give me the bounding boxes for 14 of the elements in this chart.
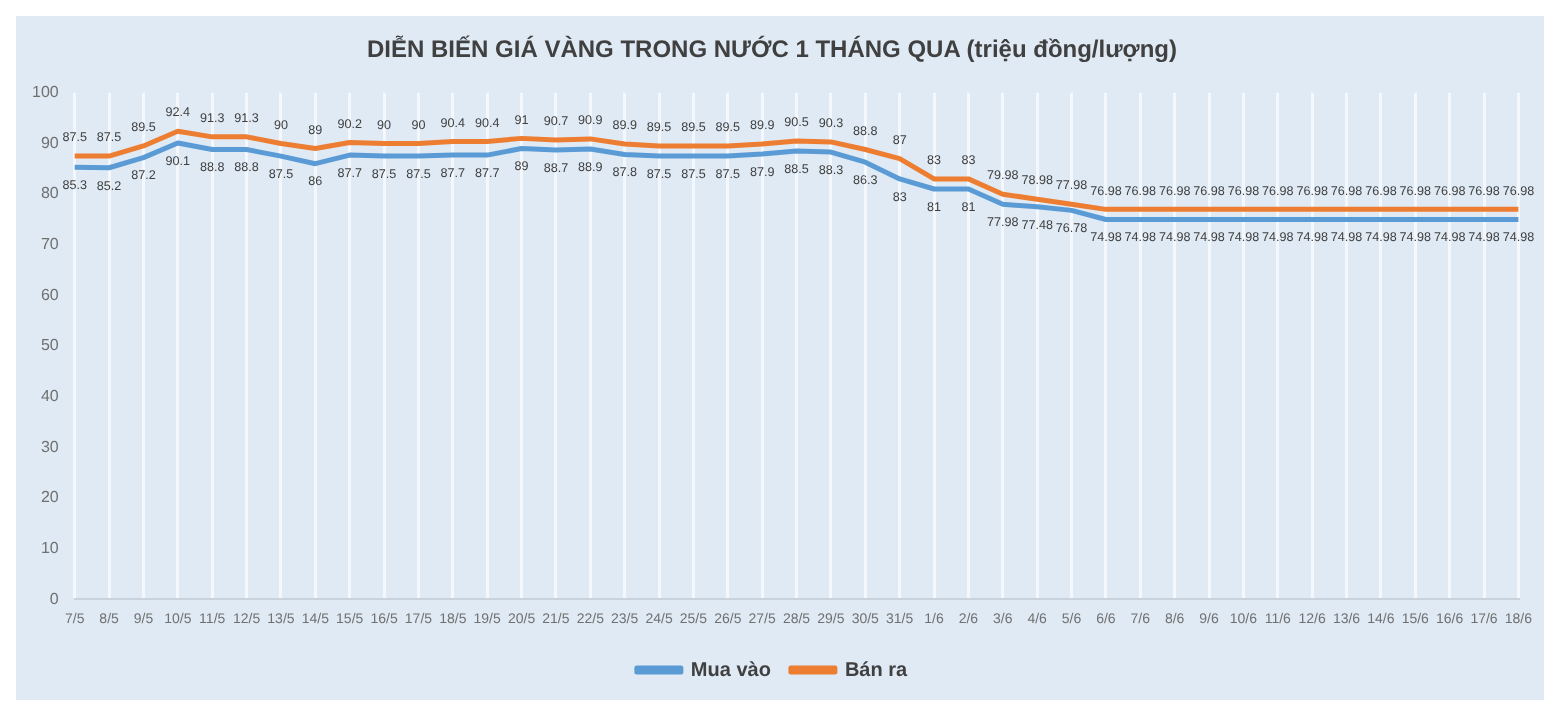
y-tick-label: 10 (40, 538, 60, 557)
y-tick-label: 70 (40, 235, 60, 254)
y-tick-label: 50 (40, 336, 60, 355)
chart-title: DIỄN BIẾN GIÁ VÀNG TRONG NƯỚC 1 THÁNG QUA (triệu đồng/lượng) (367, 35, 1177, 64)
legend-label: Bán ra (844, 659, 909, 682)
y-tick-label: 30 (40, 437, 60, 456)
y-tick-label: 20 (40, 488, 60, 507)
y-tick-label: 100 (31, 83, 60, 102)
y-tick-label: 90 (40, 133, 60, 152)
y-tick-label: 0 (49, 589, 60, 608)
y-tick-label: 60 (40, 285, 60, 304)
y-tick-label: 40 (40, 387, 60, 406)
y-tick-label: 80 (40, 184, 60, 203)
legend-label: Mua vào (690, 659, 771, 682)
